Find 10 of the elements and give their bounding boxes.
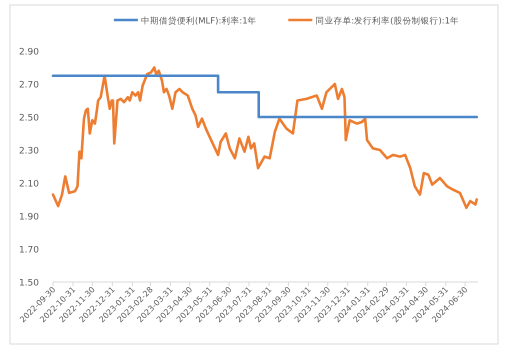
y-tick-label: 2.10 bbox=[18, 180, 40, 190]
y-tick-label: 1.70 bbox=[18, 246, 40, 256]
legend-label: 同业存单:发行利率(股份制银行):1年 bbox=[315, 16, 460, 26]
y-tick-label: 2.30 bbox=[18, 146, 40, 156]
y-tick-label: 1.90 bbox=[18, 212, 40, 222]
y-tick-label: 2.70 bbox=[18, 80, 40, 90]
legend-label: 中期借贷便利(MLF):利率:1年 bbox=[140, 16, 257, 26]
y-tick-label: 1.50 bbox=[18, 278, 40, 288]
y-tick-label: 2.50 bbox=[18, 114, 40, 124]
y-tick-label: 2.90 bbox=[18, 48, 40, 58]
